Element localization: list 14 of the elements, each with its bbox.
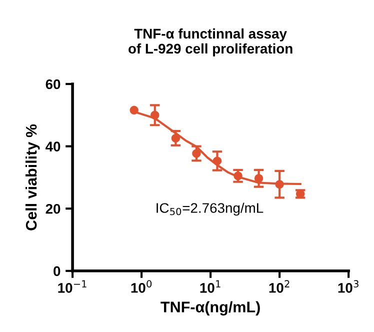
x-tick-label: 10$^{0}$ [131, 280, 152, 293]
annotation: IC$_{50}$=2.763ng/mL [156, 202, 264, 216]
y-tick-label: 20 [46, 204, 60, 214]
point [130, 106, 138, 115]
chart-title: TNF-α functinnal assay of L-929 cell proliferation [128, 28, 292, 56]
x-tick-label: 10$^{−1}$ [58, 280, 86, 293]
y-tick-label: 0 [54, 266, 60, 276]
x-tick-label: 10$^{3}$ [338, 280, 358, 293]
x-tick-label: 10$^{1}$ [200, 280, 220, 293]
x-tick-label: 10$^{2}$ [269, 280, 290, 293]
y-tick-label: 60 [46, 79, 60, 90]
x-axis-title: TNF-α(ng/mL) [160, 301, 260, 316]
y-axis-title: Cell viability % [26, 124, 40, 230]
y-tick-label: 40 [46, 142, 60, 152]
